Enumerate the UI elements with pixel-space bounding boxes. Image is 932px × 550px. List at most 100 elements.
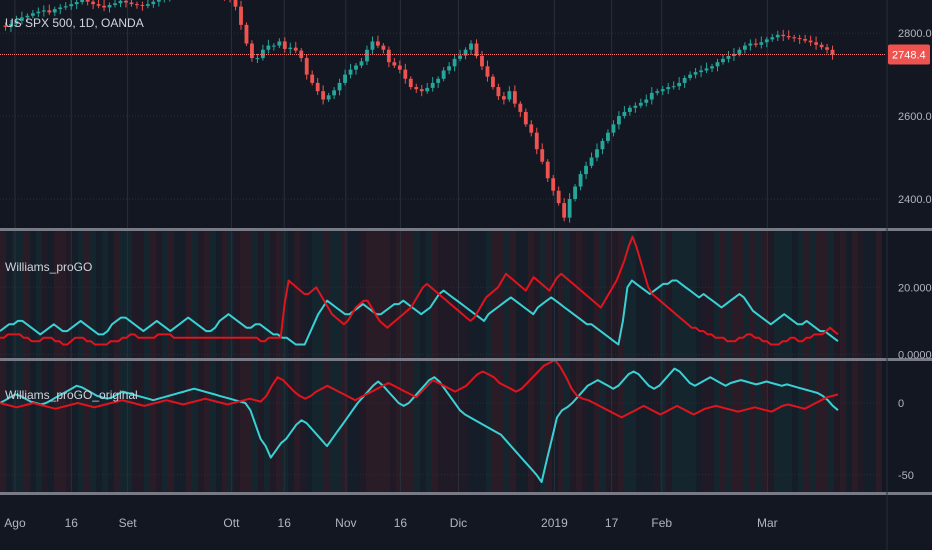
candle-body <box>452 58 457 67</box>
candle-body <box>699 70 703 73</box>
background-band <box>594 360 600 492</box>
candle-body <box>151 1 156 5</box>
background-band <box>174 360 180 492</box>
background-band <box>114 360 120 492</box>
background-band <box>18 360 24 492</box>
background-band <box>828 230 834 358</box>
background-band <box>144 360 150 492</box>
candle-body <box>96 4 101 6</box>
red-series-line <box>0 235 839 346</box>
x-axis-label: Feb <box>651 516 672 530</box>
background-band <box>144 230 150 358</box>
cyan-series-line <box>0 367 839 483</box>
background-band <box>174 230 180 358</box>
background-band <box>180 230 186 358</box>
background-band <box>264 360 270 492</box>
x-axis-label: Nov <box>335 516 356 530</box>
candle-body <box>63 6 68 8</box>
background-band <box>612 360 618 492</box>
indicator-lines[interactable] <box>0 235 839 483</box>
background-band <box>66 230 72 358</box>
background-band <box>636 230 642 358</box>
background-band <box>552 230 558 358</box>
candle-body <box>704 68 709 71</box>
candle-body <box>315 82 320 92</box>
price-candles[interactable] <box>3 0 835 223</box>
background-band <box>750 230 756 358</box>
candle-body <box>239 6 243 25</box>
background-band <box>696 360 702 492</box>
proGO-original-pane-title: Williams_proGO_original <box>5 388 138 402</box>
pane-separator <box>0 228 932 231</box>
candle-body <box>447 66 452 71</box>
background-band <box>204 230 210 358</box>
candle-body <box>595 149 599 158</box>
candle-body <box>567 198 572 218</box>
candle-body <box>156 0 161 2</box>
candle-body <box>606 132 610 141</box>
background-band <box>714 360 720 492</box>
background-band <box>468 360 474 492</box>
background-band <box>804 230 810 358</box>
candle-body <box>792 37 797 39</box>
background-band <box>378 360 384 492</box>
background-band <box>582 360 588 492</box>
background-band <box>612 230 618 358</box>
candle-body <box>540 149 545 162</box>
background-band <box>72 230 78 358</box>
candle-body <box>830 49 835 55</box>
background-band <box>168 230 174 358</box>
background-band <box>576 230 582 358</box>
candle-body <box>129 2 134 5</box>
background-band <box>270 360 276 492</box>
background-band <box>504 230 510 358</box>
background-band <box>810 230 816 358</box>
background-band <box>600 360 606 492</box>
background-band <box>30 230 36 358</box>
candle-body <box>627 107 632 112</box>
candle-body <box>616 116 621 125</box>
candle-body <box>496 87 501 97</box>
background-band <box>822 360 828 492</box>
background-band <box>510 360 516 492</box>
indicator-background-bands <box>0 230 882 492</box>
background-band <box>726 230 732 358</box>
background-band <box>870 360 876 492</box>
background-band <box>42 230 48 358</box>
background-band <box>648 360 654 492</box>
candle-body <box>277 41 282 46</box>
background-band <box>300 360 306 492</box>
background-band <box>234 360 240 492</box>
candle-body <box>721 58 725 63</box>
y-axis-tick-label: 20.0000 <box>898 282 932 294</box>
candle-body <box>250 43 254 59</box>
background-band <box>678 230 684 358</box>
candle-body <box>403 69 408 79</box>
background-band <box>336 230 342 358</box>
background-band <box>54 360 60 492</box>
candle-body <box>354 65 358 70</box>
background-band <box>96 360 102 492</box>
background-band <box>282 230 288 358</box>
candle-body <box>430 82 435 88</box>
background-band <box>570 230 576 358</box>
background-band <box>834 230 840 358</box>
candle-body <box>808 40 813 43</box>
background-band <box>870 230 876 358</box>
background-band <box>528 230 534 358</box>
candle-body <box>562 203 567 218</box>
background-band <box>492 360 498 492</box>
candle-body <box>660 89 665 92</box>
candle-body <box>764 39 769 43</box>
candle-body <box>748 43 753 46</box>
background-band <box>414 360 420 492</box>
background-band <box>876 230 882 358</box>
candle-body <box>819 44 824 48</box>
candle-body <box>343 74 347 83</box>
background-band <box>156 230 162 358</box>
background-band <box>534 360 540 492</box>
background-band <box>576 360 582 492</box>
background-band <box>408 230 414 358</box>
